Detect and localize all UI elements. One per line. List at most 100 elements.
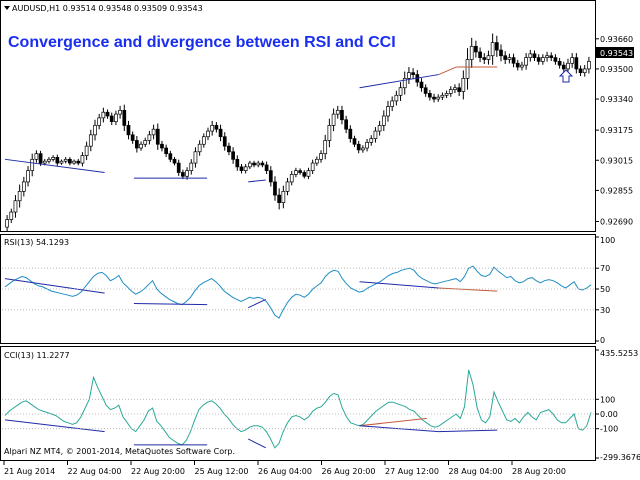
candle-body	[587, 61, 591, 70]
candle-body	[88, 134, 93, 147]
candle-body	[252, 162, 256, 166]
candle-body	[536, 57, 541, 62]
candle-body	[331, 113, 336, 126]
candle-body	[26, 170, 30, 183]
candle-body	[499, 49, 503, 57]
candle-body	[218, 128, 223, 138]
candle-body	[248, 162, 252, 168]
candle-body	[411, 72, 415, 75]
divergence-line	[4, 419, 105, 433]
divergence-line	[438, 287, 498, 292]
cci-line	[4, 369, 592, 449]
candle-body	[524, 57, 528, 66]
candle-body	[101, 111, 106, 119]
candle-body	[532, 53, 537, 58]
dropdown-triangle-icon[interactable]	[4, 6, 10, 10]
candle-body	[126, 125, 131, 136]
x-tick-label: 21 Aug 2014	[4, 467, 55, 476]
candle-body	[72, 160, 76, 164]
candle-body	[386, 106, 390, 117]
candle-body	[201, 136, 206, 145]
x-tick-label: 25 Aug 12:00	[195, 467, 249, 476]
symbol-header: AUDUSD,H1 0.93514 0.93548 0.93509 0.9354…	[12, 4, 203, 13]
candle-body	[448, 89, 453, 94]
candle-body	[172, 158, 177, 164]
up-arrow-icon	[558, 69, 574, 83]
candle-body	[147, 134, 152, 141]
price-y-axis: 0.93660 0.93500 0.93340 0.93175 0.93015 0.928…	[595, 35, 633, 226]
candle-body	[285, 181, 290, 192]
rsi-y-axis: 100 70 50 30 0	[2, 236, 615, 345]
candle-body	[168, 153, 173, 160]
candle-body	[151, 128, 156, 136]
candle-body	[515, 62, 520, 68]
candle-body	[561, 64, 566, 70]
candle-body	[369, 138, 374, 143]
divergence-line	[247, 438, 266, 449]
candle-body	[55, 157, 60, 164]
candle-body	[289, 174, 294, 183]
candle-body	[294, 170, 298, 175]
x-tick-label: 26 Aug 04:00	[258, 467, 312, 476]
candle-body	[398, 87, 403, 96]
y-tick-label: 0.93500	[600, 65, 633, 74]
candle-body	[164, 147, 168, 155]
candle-body	[97, 117, 102, 126]
candle-body	[264, 164, 269, 171]
current-price-tag	[596, 47, 634, 58]
candle-body	[361, 147, 365, 151]
candle-body	[84, 145, 89, 156]
candle-body	[51, 157, 55, 160]
candle-body	[197, 143, 202, 153]
candle-body	[428, 93, 432, 98]
divergence-line	[359, 417, 427, 427]
candle-body	[17, 190, 22, 202]
cci-panel[interactable]	[0, 346, 596, 461]
candle-body	[407, 72, 411, 79]
candle-body	[490, 42, 495, 57]
candle-body	[210, 125, 215, 132]
candle-body	[34, 153, 39, 160]
candle-body	[381, 115, 386, 126]
candle-body	[394, 94, 399, 102]
divergence-line	[359, 281, 439, 289]
candle-body	[68, 158, 72, 164]
x-tick-label: 22 Aug 20:00	[131, 467, 185, 476]
x-tick-label: 27 Aug 12:00	[385, 467, 439, 476]
candle-body	[365, 142, 369, 149]
candle-body	[314, 158, 319, 164]
y-tick-label: 0.92855	[600, 186, 633, 195]
candle-body	[377, 125, 382, 132]
price-panel[interactable]	[0, 0, 596, 232]
candle-body	[373, 130, 378, 139]
cci-y-axis: 435.5253 100 0.00 -100 -299.3676	[2, 349, 640, 462]
divergence-line	[4, 278, 105, 294]
candle-body	[356, 143, 361, 151]
candle-body	[139, 143, 143, 149]
candle-body	[193, 151, 198, 164]
candle-body	[185, 170, 189, 177]
candle-body	[478, 51, 482, 58]
copyright-text: Alpari NZ MT4, © 2001-2014, MetaQuotes S…	[4, 447, 235, 456]
candle-body	[135, 140, 139, 149]
candle-body	[21, 181, 26, 192]
divergence-line	[248, 179, 266, 183]
candle-body	[281, 190, 286, 203]
candle-body	[155, 128, 160, 145]
candle-body	[231, 151, 235, 160]
candle-body	[335, 109, 340, 115]
candle-body	[256, 162, 261, 166]
candle-body	[105, 111, 110, 117]
candle-body	[507, 57, 512, 60]
candle-body	[42, 160, 47, 164]
candle-body	[206, 130, 210, 138]
candle-body	[222, 136, 227, 147]
divergence-line	[4, 158, 105, 173]
y-tick-label: 435.5253	[600, 349, 638, 358]
candle-body	[181, 172, 185, 177]
candle-body	[76, 160, 81, 164]
candle-body	[444, 93, 449, 96]
divergence-line	[359, 425, 439, 433]
candle-body	[578, 68, 583, 74]
